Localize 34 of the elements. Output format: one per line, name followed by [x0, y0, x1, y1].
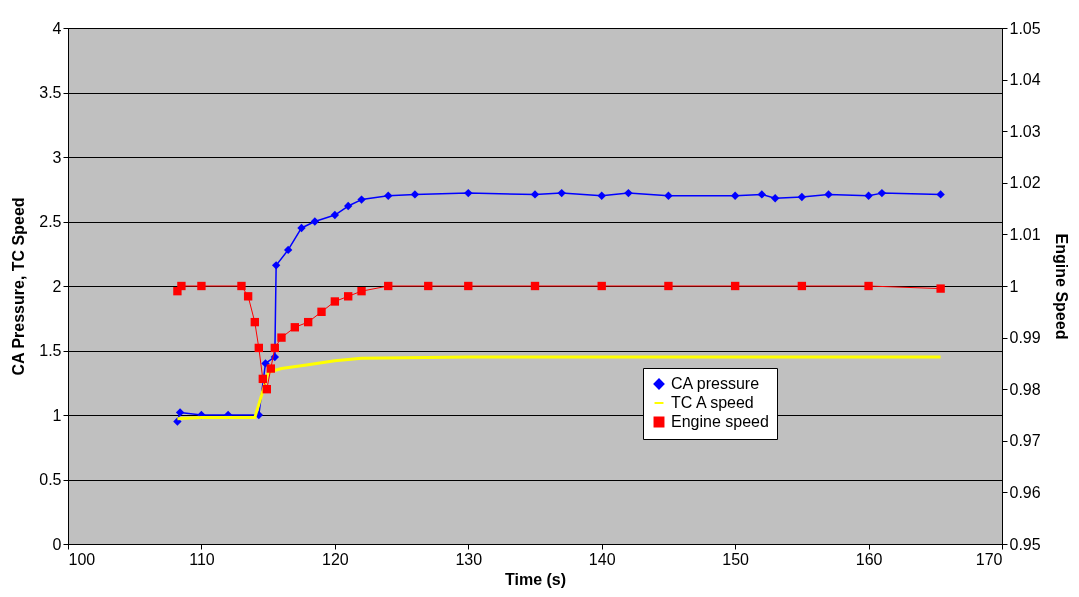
x-tick-label: 120: [322, 550, 349, 568]
y-tick-label: 3: [52, 148, 62, 166]
x-tick-label: 130: [455, 550, 483, 568]
legend-label: Engine speed: [671, 413, 769, 430]
y-axis-title: CA Pressure, TC Speed: [10, 197, 28, 376]
y-tick-label: 2: [52, 277, 62, 295]
legend-label: CA pressure: [671, 375, 760, 392]
y2-axis-title: Engine Speed: [1052, 233, 1070, 340]
y-tick-label: 2.5: [39, 213, 62, 230]
y-tick-label: 3.5: [39, 84, 62, 101]
y2-tick-label: 1.01: [1009, 225, 1041, 243]
y-tick-label: 4: [52, 19, 62, 37]
legend-label: TC A speed: [671, 394, 754, 411]
y2-tick-label: 0.96: [1009, 483, 1041, 501]
y2-tick-label: 0.95: [1009, 535, 1041, 553]
y2-tick-label: 1: [1009, 277, 1019, 295]
x-tick-label: 150: [722, 550, 750, 568]
x-tick-label: 160: [855, 550, 883, 568]
x-tick-label: 100: [68, 550, 96, 568]
x-axis-title: Time (s): [504, 570, 567, 588]
y2-tick-label: 1.03: [1009, 122, 1041, 140]
y2-tick-label: 1.05: [1009, 19, 1041, 37]
y2-tick-label: 0.98: [1009, 380, 1041, 398]
y2-tick-label: 0.99: [1009, 329, 1041, 347]
y-tick-label: 1: [52, 406, 62, 424]
x-tick-label: 170: [975, 550, 1003, 568]
y2-tick-label: 1.02: [1009, 174, 1041, 192]
y2-tick-label: 1.04: [1009, 71, 1041, 89]
y-tick-label: 1.5: [39, 342, 62, 359]
y2-tick-label: 0.97: [1009, 432, 1041, 450]
y-tick-label: 0.5: [39, 471, 62, 488]
y-tick-label: 0: [52, 535, 62, 553]
x-tick-label: 110: [189, 550, 215, 568]
x-tick-label: 140: [588, 550, 616, 568]
